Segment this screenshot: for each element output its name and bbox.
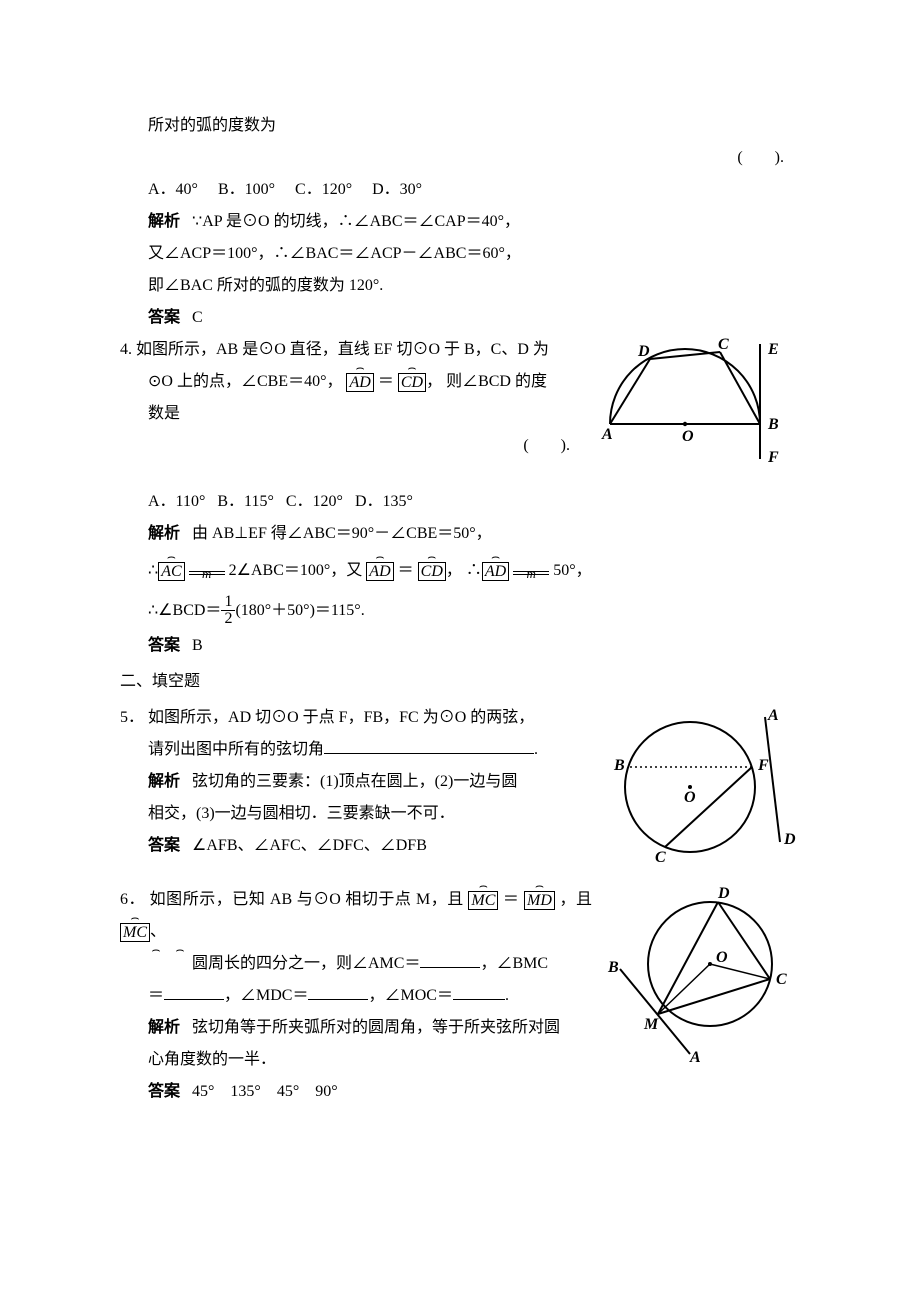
q6-stem-text-2a: 圆周长的四分之一，则∠AMC＝ <box>192 955 420 972</box>
arc-MC: ⌢MC <box>468 891 498 911</box>
q6-label-A: A <box>689 1049 701 1064</box>
arc-MC-2: ⌢MC <box>120 923 150 943</box>
q4-label-F: F <box>767 449 779 466</box>
q6-blank-3 <box>308 983 368 1000</box>
q4-sol-text-2a: 2∠ABC＝100°，又 <box>229 562 363 579</box>
q4-figure: A B C D E F O <box>590 334 800 486</box>
q3-sol-label: 解析 <box>148 213 180 230</box>
q6-sol-text-1: 弦切角等于所夹弧所对的圆周角，等于所夹弦所对圆 <box>192 1019 560 1036</box>
q4-label-D: D <box>637 343 650 360</box>
q5-figure: A B C D F O <box>600 702 800 884</box>
q5-label-O: O <box>684 789 696 806</box>
q4-sol-1: 解析 由 AB⊥EF 得∠ABC＝90°－∠CBE＝50°， <box>120 518 800 550</box>
q3-sol-1: 解析 ∵AP 是⊙O 的切线，∴∠ABC＝∠CAP＝40°， <box>120 206 800 238</box>
q4-ans: 答案 B <box>120 630 800 662</box>
q4-sol-2: ∴⌢AC m 2∠ABC＝100°，又 ⌢AD ＝ ⌢CD， ∴⌢AD m 50… <box>120 550 800 592</box>
q4-options: A．110° B．115° C．120° D．135° <box>120 486 800 518</box>
q6-ans-label: 答案 <box>148 1083 180 1100</box>
q4-number: 4. <box>120 341 132 358</box>
q5-label-C: C <box>655 849 666 866</box>
q5-sol-label: 解析 <box>148 773 180 790</box>
arc-blank-2: ⌢ <box>172 956 188 974</box>
q5-stem-text-1: 如图所示，AD 切⊙O 于点 F，FB，FC 为⊙O 的两弦， <box>148 709 534 726</box>
arc-AC: ⌢AC <box>158 562 184 582</box>
q4-label-B: B <box>767 416 779 433</box>
q3-ans-label: 答案 <box>148 309 180 326</box>
q4-label-O: O <box>682 428 694 445</box>
arc-AD-3: ⌢AD <box>482 562 509 582</box>
q3-ans-val: C <box>192 309 203 326</box>
q6-stem-text-2b: ，∠BMC <box>480 955 548 972</box>
q5-label-B: B <box>613 757 625 774</box>
q4-sol-text-2b: 50°， <box>553 562 591 579</box>
fraction-half: 12 <box>221 594 235 627</box>
q6-stem-text-3b: ，∠MDC＝ <box>224 987 308 1004</box>
q3-options: A．40° B．100° C．120° D．30° <box>120 174 800 206</box>
q4-stem-text-2b: 则∠BCD 的度 <box>446 373 547 390</box>
q5-label-A: A <box>767 707 779 724</box>
q4-ans-label: 答案 <box>148 637 180 654</box>
q6-blank-2 <box>164 983 224 1000</box>
arc-AD-2: ⌢AD <box>366 562 393 582</box>
q5-ans-val: ∠AFB、∠AFC、∠DFC、∠DFB <box>192 837 427 854</box>
q6-sol-label: 解析 <box>148 1019 180 1036</box>
arc-MD: ⌢MD <box>524 891 555 911</box>
q3-opt-d: D．30° <box>372 181 422 198</box>
q4-sol-text-1: 由 AB⊥EF 得∠ABC＝90°－∠CBE＝50°， <box>192 525 492 542</box>
q6-label-C: C <box>776 971 787 988</box>
q5-label-F: F <box>757 757 769 774</box>
q3-paren: ( ). <box>120 142 800 174</box>
q5-number: 5． <box>120 709 144 726</box>
arc-blank-1: ⌢ <box>148 956 164 974</box>
q6-blank-1 <box>420 951 480 968</box>
q3-opt-a: A．40° <box>148 181 198 198</box>
q4-sol-3: ∴∠BCD＝12(180°＋50°)＝115°. <box>120 592 800 630</box>
arc-CD: ⌢CD <box>398 373 426 393</box>
q5-sol-text-1: 弦切角的三要素：(1)顶点在圆上，(2)一边与圆 <box>192 773 517 790</box>
q3-sol-text-1: ∵AP 是⊙O 的切线，∴∠ABC＝∠CAP＝40°， <box>192 213 520 230</box>
q4-sol-text-3a: ∴∠BCD＝ <box>148 602 221 619</box>
q6-stem-text-3a: ＝ <box>148 987 164 1004</box>
arc-CD-2: ⌢CD <box>418 562 446 582</box>
q6-stem-text-1a: 如图所示，已知 AB 与⊙O 相切于点 M，且 <box>150 891 464 908</box>
q6-stem-text-3c: ，∠MOC＝ <box>368 987 452 1004</box>
q5-label-D: D <box>783 831 796 848</box>
q6-label-B: B <box>607 959 619 976</box>
q6-label-O: O <box>716 949 728 966</box>
q5-ans-label: 答案 <box>148 837 180 854</box>
section-2-title: 二、填空题 <box>120 666 800 698</box>
q4-label-C: C <box>718 336 729 353</box>
q6-stem-text-3d: . <box>505 987 509 1004</box>
q4-opt-a: A．110° <box>148 493 205 510</box>
q6-ans: 答案 45° 135° 45° 90° <box>120 1076 800 1108</box>
q4-ans-val: B <box>192 637 203 654</box>
q6-number: 6． <box>120 891 145 908</box>
q3-sol-3: 即∠BAC 所对的弧的度数为 120°. <box>120 270 800 302</box>
q6-label-M: M <box>643 1016 659 1033</box>
q6-ans-val: 45° 135° 45° 90° <box>192 1083 338 1100</box>
q4-opt-c: C．120° <box>286 493 343 510</box>
q5-blank <box>324 737 534 754</box>
q4-stem-text-2a: ⊙O 上的点，∠CBE＝40°， <box>148 373 342 390</box>
q3-opt-c: C．120° <box>295 181 352 198</box>
q3-opt-b: B．100° <box>218 181 275 198</box>
q4-sol-label: 解析 <box>148 525 180 542</box>
q4-sol-text-3b: (180°＋50°)＝115°. <box>235 602 364 619</box>
q3-sol-2: 又∠ACP＝100°，∴∠BAC＝∠ACP－∠ABC＝60°， <box>120 238 800 270</box>
q6-label-D: D <box>717 885 730 902</box>
q4-opt-d: D．135° <box>355 493 413 510</box>
q4-stem-text-1: 如图所示，AB 是⊙O 直径，直线 EF 切⊙O 于 B，C、D 为 <box>136 341 549 358</box>
q4-label-E: E <box>767 341 779 358</box>
q5-stem-text-2: 请列出图中所有的弦切角 <box>148 741 324 758</box>
q6-stem-text-1b: ，且 <box>559 891 592 908</box>
arc-AD: ⌢AD <box>346 373 373 393</box>
q6-blank-4 <box>453 983 505 1000</box>
q6-figure: A B C D M O <box>600 884 800 1076</box>
q4-label-A: A <box>601 426 613 443</box>
q3-ans: 答案 C <box>120 302 800 334</box>
q3-stem: 所对的弧的度数为 <box>120 110 800 142</box>
q4-opt-b: B．115° <box>217 493 273 510</box>
